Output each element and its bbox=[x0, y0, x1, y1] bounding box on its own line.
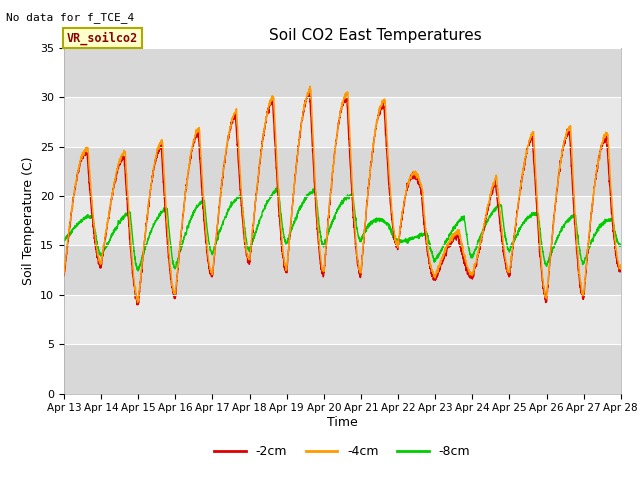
Bar bbox=[64, 97, 621, 147]
Title: Soil CO2 East Temperatures: Soil CO2 East Temperatures bbox=[269, 28, 482, 43]
Bar bbox=[64, 344, 621, 394]
X-axis label: Time: Time bbox=[327, 416, 358, 429]
Bar bbox=[64, 48, 621, 97]
Y-axis label: Soil Temperature (C): Soil Temperature (C) bbox=[22, 156, 35, 285]
Bar bbox=[64, 147, 621, 196]
Bar bbox=[64, 196, 621, 245]
Text: VR_soilco2: VR_soilco2 bbox=[67, 31, 138, 45]
Bar bbox=[64, 295, 621, 344]
Text: No data for f_TCE_4: No data for f_TCE_4 bbox=[6, 12, 134, 23]
Bar bbox=[64, 245, 621, 295]
Legend: -2cm, -4cm, -8cm: -2cm, -4cm, -8cm bbox=[209, 440, 476, 463]
